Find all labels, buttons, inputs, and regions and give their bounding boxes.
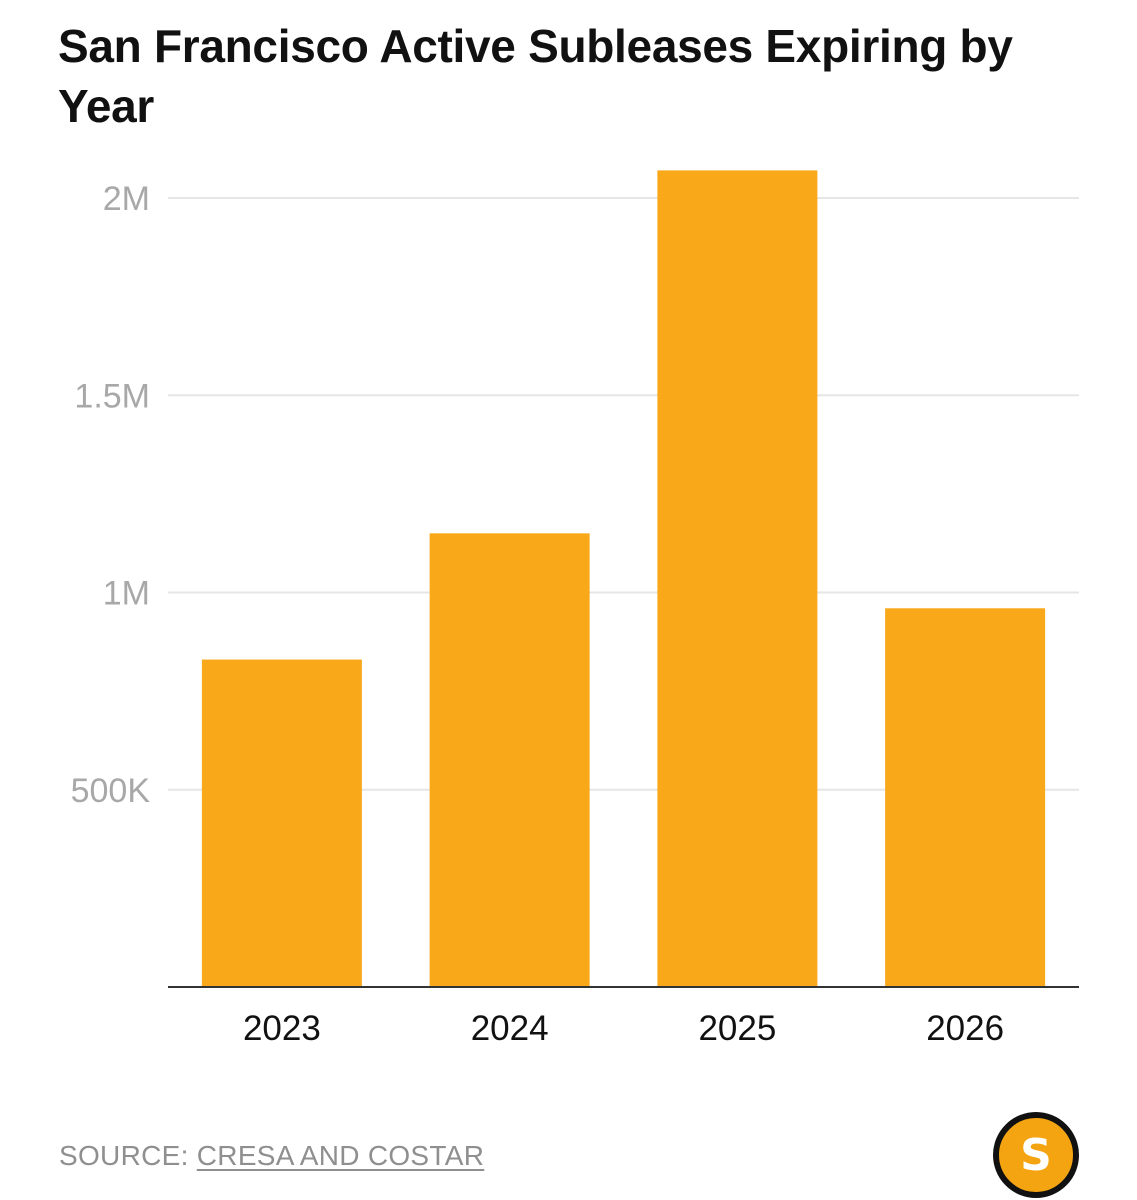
bar-2026 bbox=[885, 608, 1046, 987]
bar-2023 bbox=[201, 659, 362, 987]
x-tick-label: 2026 bbox=[926, 1009, 1004, 1048]
y-tick-label: 2M bbox=[103, 180, 150, 218]
axis-labels: 500K 1M 1.5M 2M 2023 2024 2025 2026 bbox=[71, 180, 1004, 1048]
source-note: SOURCE: CRESA AND COSTAR bbox=[59, 1140, 484, 1172]
x-tick-label: 2023 bbox=[243, 1009, 321, 1048]
chart-title: San Francisco Active Subleases Expiring … bbox=[58, 20, 1013, 132]
brand-logo-icon[interactable]: S bbox=[993, 1112, 1079, 1198]
source-link[interactable]: CRESA AND COSTAR bbox=[196, 1140, 485, 1171]
x-tick-label: 2024 bbox=[471, 1009, 549, 1048]
bars bbox=[201, 170, 1046, 987]
bar-2025 bbox=[657, 170, 818, 987]
y-tick-label: 1.5M bbox=[74, 377, 150, 415]
source-prefix: SOURCE: bbox=[59, 1140, 189, 1171]
bar-chart: 500K 1M 1.5M 2M 2023 2024 2025 2026 bbox=[71, 170, 1079, 1048]
bar-2024 bbox=[429, 533, 590, 987]
x-tick-label: 2025 bbox=[698, 1009, 776, 1048]
y-tick-label: 1M bbox=[103, 575, 150, 613]
y-tick-label: 500K bbox=[71, 772, 151, 810]
